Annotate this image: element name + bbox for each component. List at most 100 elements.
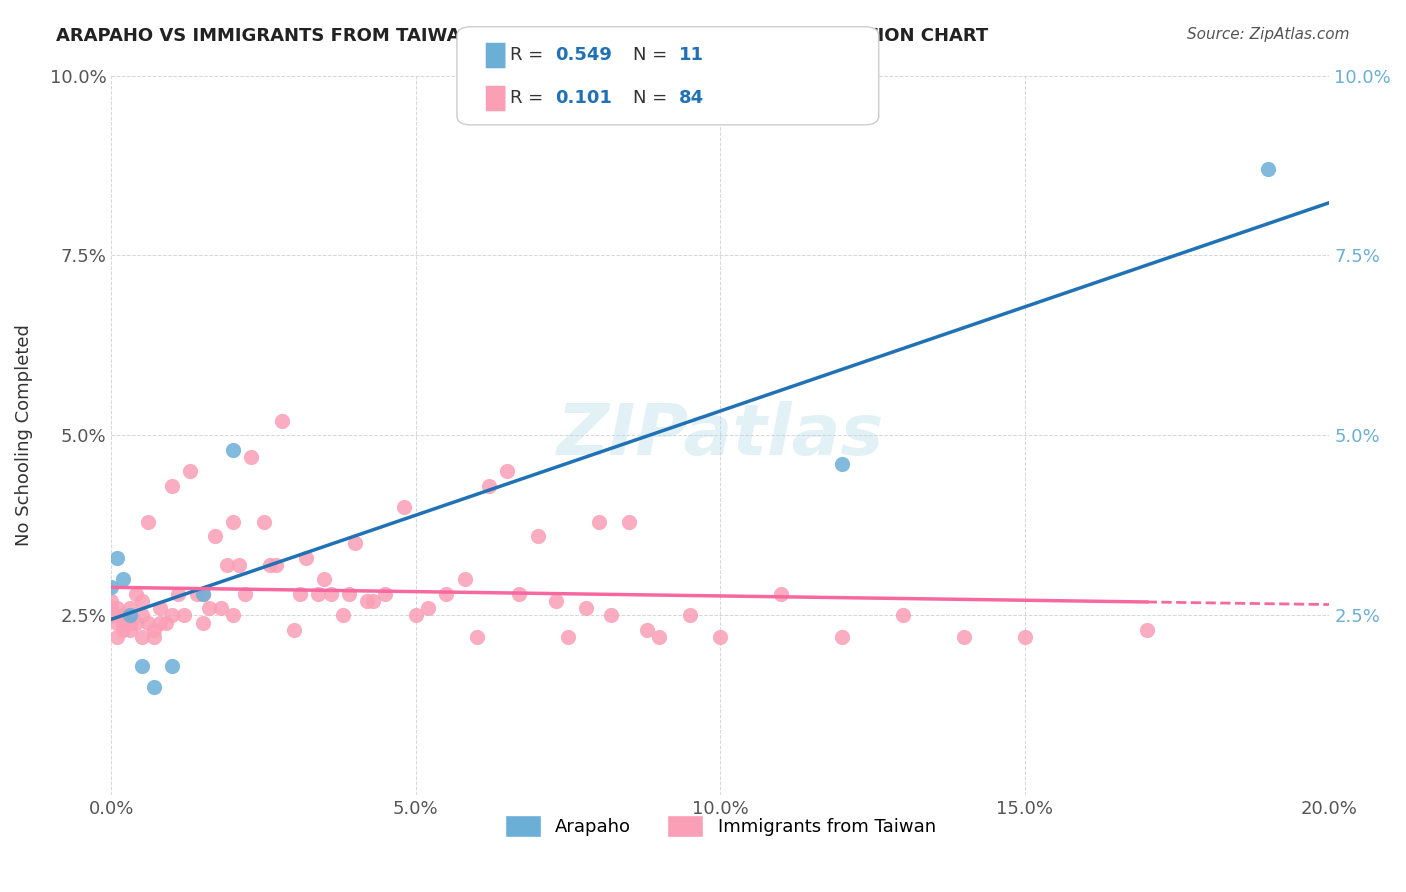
Text: █: █ xyxy=(485,43,505,68)
Point xyxy=(416,601,439,615)
Point xyxy=(155,615,177,630)
Point xyxy=(283,623,305,637)
Point xyxy=(709,630,731,644)
Point xyxy=(508,587,530,601)
Point xyxy=(149,601,172,615)
Point xyxy=(240,450,263,464)
Point xyxy=(343,536,366,550)
Text: ZIPatlas: ZIPatlas xyxy=(557,401,884,470)
Point xyxy=(648,630,671,644)
Point xyxy=(405,608,427,623)
Point xyxy=(544,594,567,608)
Point xyxy=(288,587,311,601)
Point xyxy=(105,630,128,644)
Point xyxy=(434,587,457,601)
Point xyxy=(112,623,135,637)
Point xyxy=(142,681,165,695)
Point xyxy=(215,558,238,572)
Point xyxy=(191,587,214,601)
Point xyxy=(100,594,122,608)
Point xyxy=(209,601,232,615)
Point xyxy=(478,479,501,493)
Point xyxy=(112,573,135,587)
Point xyxy=(770,587,793,601)
Point xyxy=(160,479,183,493)
Text: 11: 11 xyxy=(679,46,704,64)
Point xyxy=(228,558,250,572)
Text: N =: N = xyxy=(633,89,672,107)
Point xyxy=(222,442,245,457)
Point xyxy=(617,515,640,529)
Point xyxy=(1136,623,1159,637)
Point xyxy=(332,608,354,623)
Point xyxy=(314,573,336,587)
Point xyxy=(142,623,165,637)
Point xyxy=(186,587,208,601)
Point xyxy=(252,515,274,529)
Point xyxy=(131,630,153,644)
Point xyxy=(105,615,128,630)
Point xyxy=(1014,630,1036,644)
Point xyxy=(191,615,214,630)
Text: ARAPAHO VS IMMIGRANTS FROM TAIWAN NO SCHOOLING COMPLETED CORRELATION CHART: ARAPAHO VS IMMIGRANTS FROM TAIWAN NO SCH… xyxy=(56,27,988,45)
Point xyxy=(392,500,415,515)
Point xyxy=(337,587,360,601)
Point xyxy=(636,623,658,637)
Point xyxy=(453,573,475,587)
Point xyxy=(173,608,195,623)
Point xyxy=(222,608,245,623)
Point xyxy=(270,414,292,428)
Point xyxy=(222,515,245,529)
Point xyxy=(160,658,183,673)
Point xyxy=(149,615,172,630)
Point xyxy=(599,608,621,623)
Text: R =: R = xyxy=(510,89,550,107)
Point xyxy=(526,529,548,543)
Legend: Arapaho, Immigrants from Taiwan: Arapaho, Immigrants from Taiwan xyxy=(498,807,943,844)
Text: R =: R = xyxy=(510,46,550,64)
Point xyxy=(136,615,159,630)
Point xyxy=(160,608,183,623)
Y-axis label: No Schooling Completed: No Schooling Completed xyxy=(15,325,32,547)
Point xyxy=(295,550,318,565)
Text: 0.101: 0.101 xyxy=(555,89,612,107)
Point xyxy=(233,587,256,601)
Point xyxy=(167,587,190,601)
Point xyxy=(112,615,135,630)
Point xyxy=(131,658,153,673)
Point xyxy=(575,601,598,615)
Point xyxy=(361,594,384,608)
Text: 84: 84 xyxy=(679,89,704,107)
Point xyxy=(307,587,329,601)
Text: 0.549: 0.549 xyxy=(555,46,612,64)
Point xyxy=(679,608,702,623)
Point xyxy=(124,615,146,630)
Point xyxy=(496,465,519,479)
Point xyxy=(264,558,287,572)
Point xyxy=(118,615,141,630)
Text: █: █ xyxy=(485,86,505,111)
Point xyxy=(118,608,141,623)
Point xyxy=(100,601,122,615)
Point xyxy=(191,587,214,601)
Point xyxy=(588,515,610,529)
Point xyxy=(374,587,396,601)
Point xyxy=(124,587,146,601)
Point xyxy=(1257,162,1279,177)
Point xyxy=(118,623,141,637)
Point xyxy=(142,630,165,644)
Point xyxy=(105,601,128,615)
Point xyxy=(131,608,153,623)
Point xyxy=(197,601,219,615)
Text: Source: ZipAtlas.com: Source: ZipAtlas.com xyxy=(1187,27,1350,42)
Point xyxy=(557,630,579,644)
Point xyxy=(179,465,201,479)
Point xyxy=(112,608,135,623)
Point xyxy=(100,608,122,623)
Point xyxy=(136,515,159,529)
Point xyxy=(118,601,141,615)
Point xyxy=(204,529,226,543)
Point xyxy=(131,594,153,608)
Point xyxy=(891,608,914,623)
Point xyxy=(319,587,342,601)
